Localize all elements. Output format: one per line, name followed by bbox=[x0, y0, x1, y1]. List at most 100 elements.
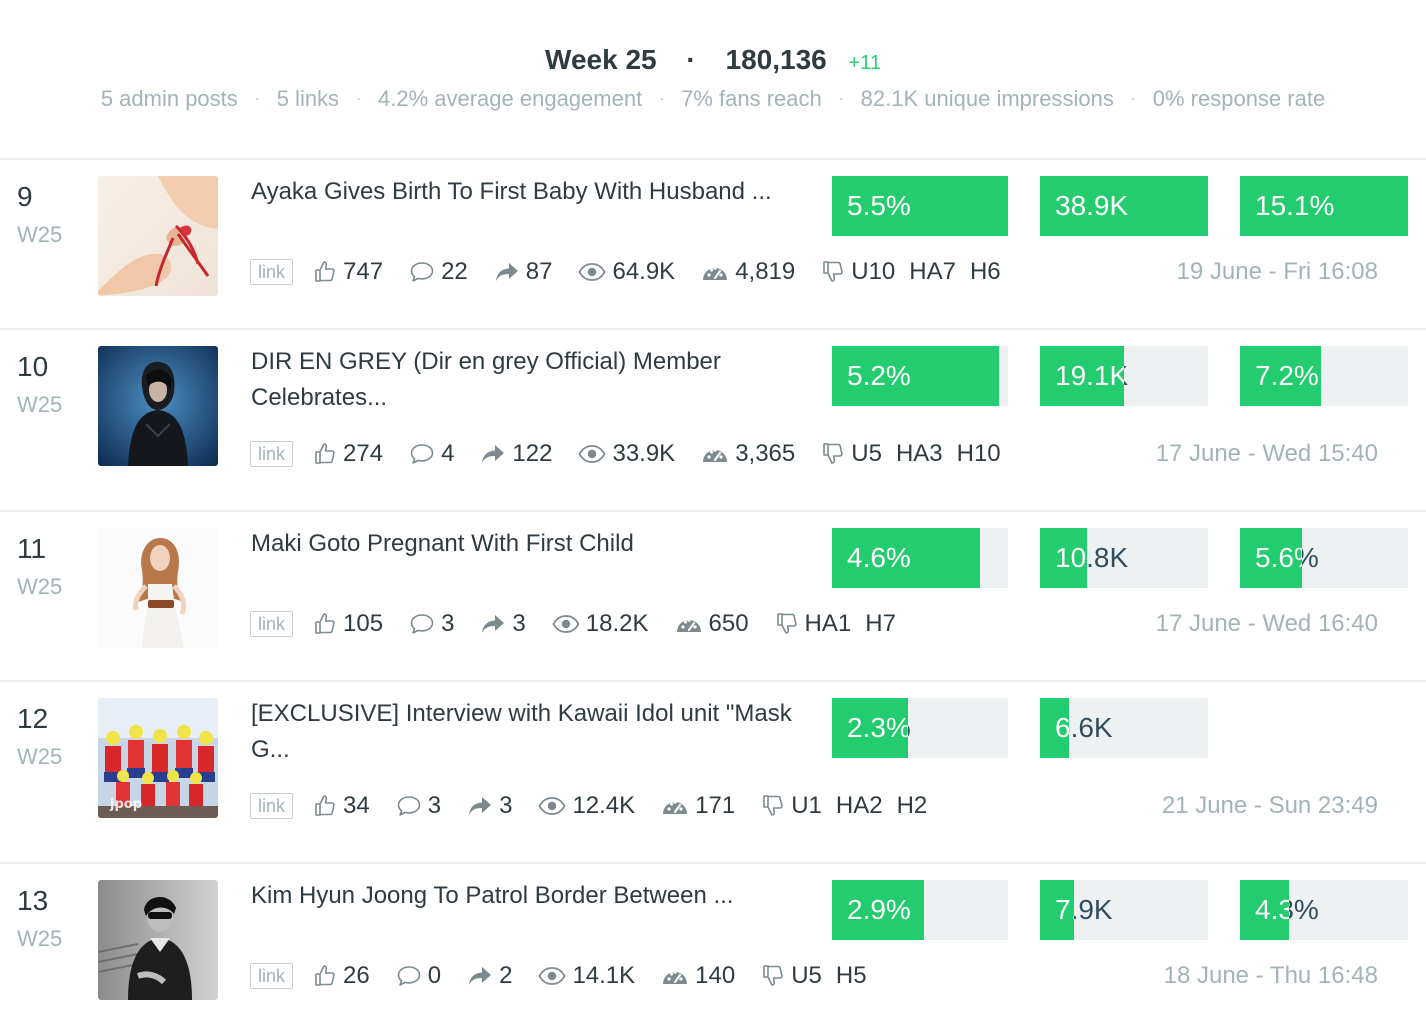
post-thumbnail[interactable]: jpop bbox=[98, 698, 218, 818]
link-badge[interactable]: link bbox=[250, 611, 294, 637]
stat-fans-reach: 7% fans reach bbox=[681, 86, 822, 111]
dislike-icon bbox=[775, 611, 799, 637]
bar-fill bbox=[1040, 698, 1069, 758]
post-thumbnail[interactable] bbox=[98, 346, 218, 466]
bar-fill bbox=[1240, 176, 1408, 236]
dislike-icon bbox=[761, 793, 785, 819]
negative-feedback-tag: U1 bbox=[791, 792, 822, 819]
post-date: 18 June - Thu 16:48 bbox=[1163, 962, 1378, 989]
post-row[interactable]: 13 W25 Kim Hyun Joong To Patrol Border Bet… bbox=[0, 862, 1426, 1030]
post-title[interactable]: Kim Hyun Joong To Patrol Border Between … bbox=[251, 882, 734, 909]
bar-fill bbox=[832, 346, 999, 406]
views-count: 12.4K bbox=[572, 792, 636, 819]
bar-value: 4.6% bbox=[847, 542, 911, 573]
impressions-bar: 10.8K bbox=[1040, 528, 1208, 588]
post-rank: 13 bbox=[17, 885, 49, 916]
bar-value: 38.9K bbox=[1055, 190, 1129, 221]
bar-value: 5.2% bbox=[847, 360, 911, 391]
post-row[interactable]: 10 W25 DIR EN GREY (Dir en grey Official) … bbox=[0, 328, 1426, 512]
post-week: W25 bbox=[17, 926, 63, 951]
share-icon bbox=[494, 260, 520, 284]
post-title[interactable]: DIR EN GREY (Dir en grey Official) Membe… bbox=[251, 348, 721, 411]
week-stats-line: 5 admin posts · 5 links · 4.2% average e… bbox=[0, 80, 1426, 117]
bar-value: 7.9K bbox=[1055, 880, 1113, 940]
impressions-bar: 19.1K bbox=[1040, 346, 1208, 406]
post-week: W25 bbox=[17, 744, 63, 769]
bar-fill bbox=[1040, 880, 1074, 940]
negative-feedback-tag: H2 bbox=[896, 792, 928, 819]
share-icon bbox=[480, 442, 506, 466]
views-count: 14.1K bbox=[572, 962, 636, 989]
like-icon bbox=[313, 260, 337, 284]
week-summary-header: Week 25 · 180,136 +11 5 admin posts · 5 … bbox=[0, 0, 1426, 158]
post-date: 17 June - Wed 16:40 bbox=[1155, 610, 1378, 637]
shares-count: 3 bbox=[499, 792, 513, 819]
engagement-bar: 4.6% bbox=[832, 528, 1008, 588]
share-icon bbox=[467, 964, 493, 988]
stat-separator: · bbox=[356, 90, 361, 106]
post-rank: 12 bbox=[17, 703, 49, 734]
eye-icon bbox=[578, 444, 606, 464]
like-icon bbox=[313, 612, 337, 636]
post-week: W25 bbox=[17, 574, 63, 599]
comment-icon bbox=[409, 442, 435, 466]
post-row[interactable]: 9 W25 Ayaka Gives Birth To First Baby With… bbox=[0, 158, 1426, 330]
clicks-metric: 140 bbox=[661, 962, 735, 990]
week-label: Week 25 bbox=[545, 44, 657, 75]
comment-icon bbox=[409, 612, 435, 636]
stat-separator: · bbox=[659, 90, 664, 106]
bar-value: 5.5% bbox=[847, 190, 911, 221]
stat-admin-posts: 5 admin posts bbox=[100, 86, 238, 111]
gauge-icon bbox=[661, 965, 689, 987]
negative-feedback-tag: U5 bbox=[851, 440, 882, 467]
comments-metric: 0 bbox=[396, 962, 441, 990]
comment-icon bbox=[396, 964, 422, 988]
likes-count: 34 bbox=[343, 792, 370, 819]
shares-count: 2 bbox=[499, 962, 513, 989]
post-title[interactable]: Ayaka Gives Birth To First Baby With Hus… bbox=[251, 178, 772, 205]
link-badge[interactable]: link bbox=[250, 441, 294, 467]
bar-fill bbox=[1040, 176, 1208, 236]
bar-fill bbox=[832, 880, 924, 940]
shares-metric: 122 bbox=[480, 440, 552, 468]
stat-response-rate: 0% response rate bbox=[1152, 86, 1326, 111]
thumb-watermark: jpop bbox=[109, 797, 142, 812]
impressions-bar: 38.9K bbox=[1040, 176, 1208, 236]
post-title[interactable]: Maki Goto Pregnant With First Child bbox=[251, 530, 634, 557]
shares-metric: 2 bbox=[467, 962, 512, 990]
post-week: W25 bbox=[17, 222, 63, 247]
shares-count: 122 bbox=[512, 440, 553, 467]
post-thumbnail[interactable] bbox=[98, 880, 218, 1000]
views-count: 18.2K bbox=[585, 610, 649, 637]
link-badge[interactable]: link bbox=[250, 793, 294, 819]
negative-feedback: U1 HA2 H2 bbox=[761, 792, 941, 820]
post-row[interactable]: 11 W25 Maki Goto Pregnant With First Child… bbox=[0, 510, 1426, 682]
clicks-count: 650 bbox=[708, 610, 749, 637]
link-badge[interactable]: link bbox=[250, 259, 294, 285]
comments-metric: 3 bbox=[409, 610, 454, 638]
stat-links: 5 links bbox=[276, 86, 340, 111]
bar-fill bbox=[1240, 346, 1321, 406]
engagement-bar: 5.2% bbox=[832, 346, 1008, 406]
views-count: 64.9K bbox=[612, 258, 676, 285]
negative-feedback-tag: HA7 bbox=[909, 258, 956, 285]
views-count: 33.9K bbox=[612, 440, 676, 467]
likes-count: 26 bbox=[343, 962, 370, 989]
post-row[interactable]: 12 W25 jpop [EXCLUSIVE] Interview with Kawa… bbox=[0, 680, 1426, 864]
post-date: 17 June - Wed 15:40 bbox=[1155, 440, 1378, 467]
fans-total: 180,136 bbox=[725, 44, 827, 75]
likes-metric: 26 bbox=[313, 962, 370, 990]
post-date: 19 June - Fri 16:08 bbox=[1176, 258, 1378, 285]
post-thumbnail[interactable] bbox=[98, 528, 218, 648]
bar-value: 7.2% bbox=[1255, 346, 1319, 406]
likes-count: 747 bbox=[343, 258, 384, 285]
stat-average-engagement: 4.2% average engagement bbox=[377, 86, 643, 111]
post-title[interactable]: [EXCLUSIVE] Interview with Kawaii Idol u… bbox=[251, 700, 792, 763]
impressions-bar: 6.6K bbox=[1040, 698, 1208, 758]
like-icon bbox=[313, 794, 337, 818]
comments-count: 3 bbox=[427, 792, 442, 819]
post-thumbnail[interactable] bbox=[98, 176, 218, 296]
negative-feedback-tag: H10 bbox=[956, 440, 1001, 467]
link-badge[interactable]: link bbox=[250, 963, 294, 989]
views-metric: 33.9K bbox=[578, 440, 675, 468]
